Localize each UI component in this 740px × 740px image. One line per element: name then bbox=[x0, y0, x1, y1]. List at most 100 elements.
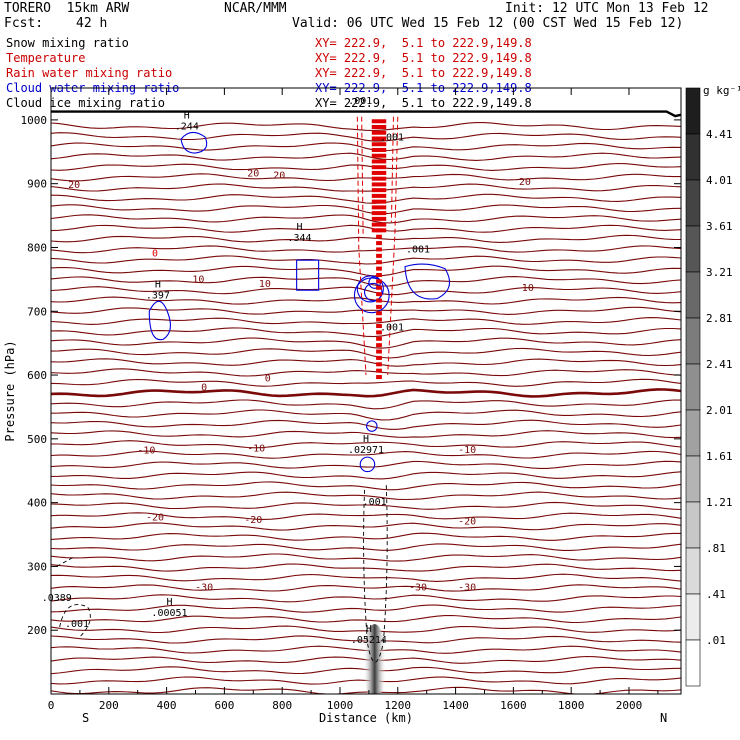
contour-label: 20 bbox=[68, 180, 80, 191]
extremum-marker: H bbox=[297, 222, 303, 233]
colorbar-tick-label: 4.01 bbox=[706, 174, 733, 187]
isotherm-line bbox=[51, 481, 681, 491]
isotherm-line bbox=[51, 409, 681, 421]
isotherm-line bbox=[51, 358, 681, 367]
rain-band bbox=[376, 247, 382, 252]
rain-band bbox=[371, 205, 387, 210]
extremum-value: .244 bbox=[175, 121, 199, 132]
extremum-value: .001 bbox=[380, 322, 404, 333]
extremum-value: .344 bbox=[287, 233, 311, 244]
isotherm-line bbox=[51, 604, 681, 613]
plot-area bbox=[51, 110, 681, 694]
contour-label: 10 bbox=[522, 283, 534, 294]
isotherm-line bbox=[51, 193, 681, 204]
organization: NCAR/MMM bbox=[224, 1, 287, 16]
isotherm-line bbox=[51, 512, 681, 520]
rain-band bbox=[371, 136, 387, 141]
extremum-value: .001 bbox=[363, 497, 387, 508]
colorbar-tick-label: 2.41 bbox=[706, 358, 733, 371]
colorbar-tick-label: 3.61 bbox=[706, 220, 733, 233]
field-name-snow: Snow mixing ratio bbox=[6, 36, 129, 50]
cloud-water-blob-right bbox=[404, 263, 451, 300]
colorbar-tick-label: 1.61 bbox=[706, 450, 733, 463]
rain-band bbox=[376, 362, 382, 367]
colorbar-swatch bbox=[685, 547, 701, 595]
y-tick-label: 200 bbox=[27, 624, 47, 637]
colorbar-swatch bbox=[685, 225, 701, 273]
contour-labels: -30 -30 -30 -20 -20 -20 -10 -10 -10 0 0 10 10 10 0 20 20… bbox=[42, 96, 534, 646]
rain-band bbox=[376, 241, 382, 246]
init-time: Init: 12 UTC Mon 13 Feb 12 bbox=[505, 1, 709, 16]
y-tick-label: 1000 bbox=[21, 114, 48, 127]
terrain-line bbox=[51, 110, 681, 118]
isotherm-line bbox=[51, 450, 681, 459]
contour-label: -30 bbox=[458, 583, 476, 594]
forecast-label: Fcst: bbox=[4, 16, 44, 31]
contour-label: 10 bbox=[259, 279, 271, 290]
rain-band bbox=[371, 130, 387, 135]
x-tick-label: 800 bbox=[272, 699, 292, 712]
x-tick-label: 1400 bbox=[442, 699, 469, 712]
rain-band bbox=[371, 159, 387, 164]
isotherm-line bbox=[51, 224, 681, 233]
isotherm-line bbox=[51, 440, 681, 449]
extremum-marker: H bbox=[166, 597, 172, 608]
isotherm-line bbox=[51, 317, 681, 325]
rain-band bbox=[376, 253, 382, 258]
forecast-hour: 42 h bbox=[76, 16, 108, 31]
cloud-water-blob-mid bbox=[296, 259, 320, 291]
extremum-value: .02971 bbox=[348, 445, 384, 456]
contour-label: -30 bbox=[409, 583, 427, 594]
rain-band bbox=[376, 349, 382, 354]
colorbar-tick-label: .41 bbox=[706, 588, 726, 601]
extremum-value: .001 bbox=[380, 132, 404, 143]
rain-band bbox=[371, 153, 387, 158]
contour-label: 20 bbox=[519, 177, 531, 188]
rain-band bbox=[371, 170, 387, 175]
contour-label: 20 bbox=[273, 171, 285, 182]
isotherm-line bbox=[51, 419, 681, 430]
rain-band bbox=[376, 324, 382, 329]
colorbar-swatch bbox=[685, 593, 701, 641]
rain-band bbox=[376, 298, 382, 303]
rain-band bbox=[371, 176, 387, 181]
isotherm-line bbox=[51, 183, 681, 192]
rain-band bbox=[376, 234, 382, 239]
field-xy-rain: XY= 222.9, 5.1 to 222.9,149.8 bbox=[315, 66, 532, 80]
contour-label: -20 bbox=[146, 512, 164, 523]
rain-band bbox=[376, 343, 382, 348]
colorbar-tick-label: 1.21 bbox=[706, 496, 733, 509]
extremum-value: .001 bbox=[65, 619, 89, 630]
rain-band bbox=[376, 285, 382, 290]
isotherm-line bbox=[51, 563, 681, 572]
contour-label: -20 bbox=[244, 515, 262, 526]
model-name: TORERO 15km ARW bbox=[4, 1, 130, 16]
x-tick-label: 1000 bbox=[327, 699, 354, 712]
colorbar-swatch bbox=[685, 501, 701, 549]
isotherm-line bbox=[51, 430, 681, 439]
isotherm-line bbox=[51, 388, 681, 398]
contour-label: 0 bbox=[265, 373, 271, 384]
y-tick-label: 700 bbox=[27, 305, 47, 318]
rain-band bbox=[371, 193, 387, 198]
y-tick-label: 900 bbox=[27, 178, 47, 191]
snow-contour-dashed bbox=[363, 483, 388, 663]
rain-band bbox=[371, 165, 387, 170]
isotherm-line bbox=[51, 173, 681, 182]
isotherm-line bbox=[51, 471, 681, 480]
x-tick-label: 0 bbox=[48, 699, 55, 712]
rain-band bbox=[371, 142, 387, 147]
isotherm-line bbox=[51, 625, 681, 634]
isotherm-line bbox=[51, 306, 681, 315]
cloud-water-contour bbox=[356, 275, 384, 303]
x-tick-label: 1200 bbox=[385, 699, 412, 712]
isotherm-line bbox=[51, 543, 681, 551]
isotherm-line bbox=[51, 276, 681, 287]
contour-label: 0 bbox=[152, 248, 158, 259]
colorbar-swatch bbox=[685, 133, 701, 181]
colorbar-swatch bbox=[685, 87, 701, 135]
colorbar-swatch bbox=[685, 363, 701, 411]
isotherm-line bbox=[51, 162, 681, 171]
rain-band bbox=[376, 228, 382, 233]
